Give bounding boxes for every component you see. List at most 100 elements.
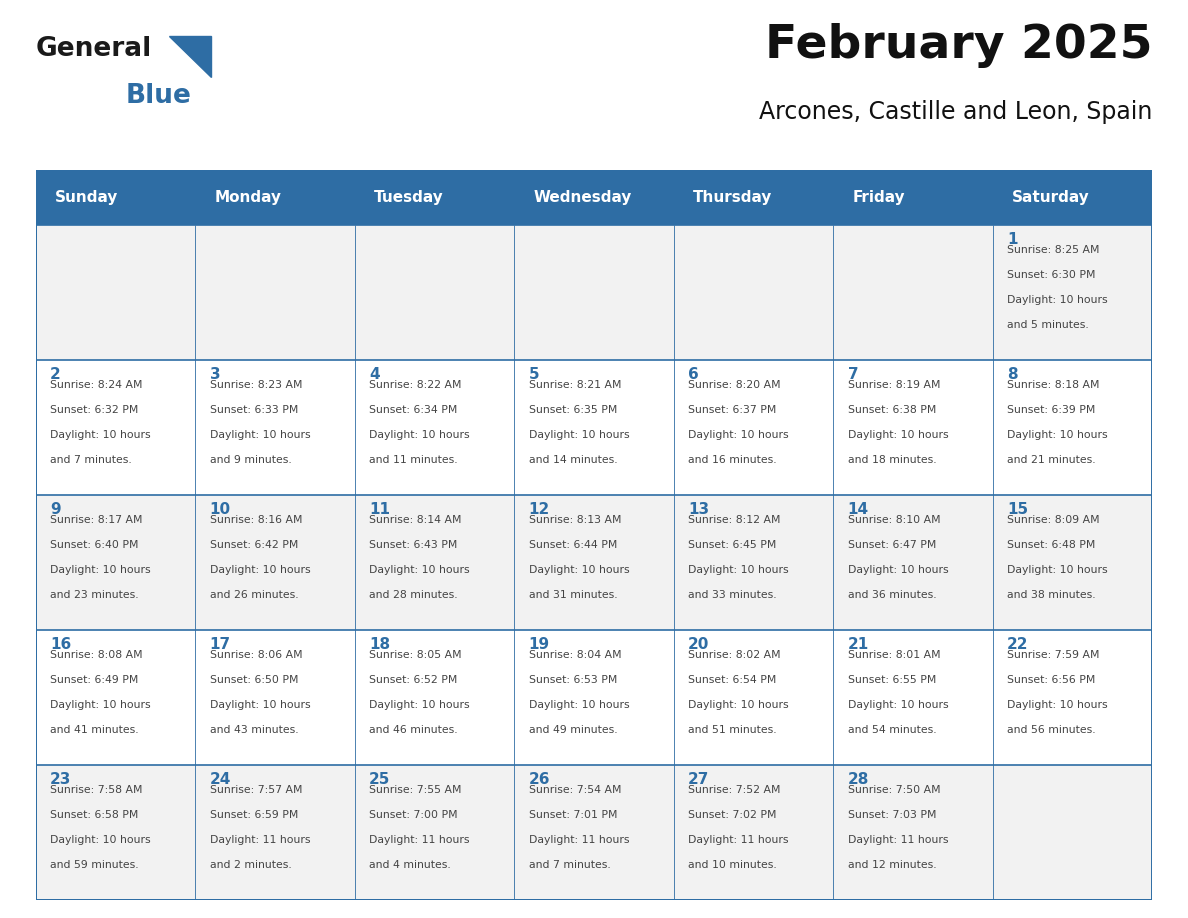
Text: and 56 minutes.: and 56 minutes.	[1007, 724, 1095, 734]
Bar	[674, 225, 833, 360]
Text: 3: 3	[209, 367, 220, 382]
Text: Sunset: 7:00 PM: Sunset: 7:00 PM	[369, 810, 457, 820]
Bar	[514, 495, 674, 630]
Text: Daylight: 11 hours: Daylight: 11 hours	[688, 834, 789, 845]
Text: Sunrise: 8:08 AM: Sunrise: 8:08 AM	[50, 650, 143, 660]
Text: Daylight: 10 hours: Daylight: 10 hours	[50, 430, 151, 440]
Bar	[674, 630, 833, 765]
Text: Daylight: 10 hours: Daylight: 10 hours	[1007, 295, 1108, 305]
Text: Sunrise: 7:54 AM: Sunrise: 7:54 AM	[529, 785, 621, 795]
Text: Sunrise: 8:02 AM: Sunrise: 8:02 AM	[688, 650, 781, 660]
Text: February 2025: February 2025	[765, 23, 1152, 68]
Text: Sunset: 6:30 PM: Sunset: 6:30 PM	[1007, 270, 1095, 280]
Bar	[674, 360, 833, 495]
Text: Daylight: 10 hours: Daylight: 10 hours	[688, 565, 789, 575]
Text: 2: 2	[50, 367, 61, 382]
Text: Daylight: 10 hours: Daylight: 10 hours	[529, 430, 630, 440]
Text: Sunrise: 7:52 AM: Sunrise: 7:52 AM	[688, 785, 781, 795]
Text: and 11 minutes.: and 11 minutes.	[369, 454, 457, 465]
Bar	[993, 495, 1152, 630]
Text: Daylight: 10 hours: Daylight: 10 hours	[688, 430, 789, 440]
Text: Sunrise: 8:24 AM: Sunrise: 8:24 AM	[50, 380, 143, 390]
Text: and 43 minutes.: and 43 minutes.	[209, 724, 298, 734]
Bar	[355, 765, 514, 900]
Text: 23: 23	[50, 772, 71, 787]
Text: Sunset: 6:50 PM: Sunset: 6:50 PM	[209, 675, 298, 685]
Text: Sunrise: 8:01 AM: Sunrise: 8:01 AM	[848, 650, 940, 660]
Text: Sunrise: 7:58 AM: Sunrise: 7:58 AM	[50, 785, 143, 795]
Text: and 18 minutes.: and 18 minutes.	[848, 454, 936, 465]
Text: and 41 minutes.: and 41 minutes.	[50, 724, 139, 734]
Text: and 26 minutes.: and 26 minutes.	[209, 589, 298, 599]
Text: Daylight: 10 hours: Daylight: 10 hours	[529, 700, 630, 710]
Bar	[514, 765, 674, 900]
Text: Sunset: 6:55 PM: Sunset: 6:55 PM	[848, 675, 936, 685]
Bar	[36, 630, 195, 765]
Bar	[36, 495, 195, 630]
Text: Sunrise: 8:05 AM: Sunrise: 8:05 AM	[369, 650, 462, 660]
Text: Sunrise: 8:20 AM: Sunrise: 8:20 AM	[688, 380, 781, 390]
Text: and 54 minutes.: and 54 minutes.	[848, 724, 936, 734]
Text: Sunrise: 8:25 AM: Sunrise: 8:25 AM	[1007, 245, 1100, 254]
Bar	[993, 630, 1152, 765]
Text: Daylight: 11 hours: Daylight: 11 hours	[209, 834, 310, 845]
Text: 20: 20	[688, 637, 709, 652]
Text: and 49 minutes.: and 49 minutes.	[529, 724, 618, 734]
Text: Sunset: 6:52 PM: Sunset: 6:52 PM	[369, 675, 457, 685]
Text: Daylight: 10 hours: Daylight: 10 hours	[209, 430, 310, 440]
Text: 11: 11	[369, 502, 390, 517]
Text: Sunset: 7:03 PM: Sunset: 7:03 PM	[848, 810, 936, 820]
Text: Daylight: 10 hours: Daylight: 10 hours	[848, 565, 948, 575]
Text: and 12 minutes.: and 12 minutes.	[848, 859, 936, 869]
Text: 9: 9	[50, 502, 61, 517]
Text: 27: 27	[688, 772, 709, 787]
Text: and 33 minutes.: and 33 minutes.	[688, 589, 777, 599]
Text: Daylight: 10 hours: Daylight: 10 hours	[369, 700, 469, 710]
Text: Blue: Blue	[126, 83, 191, 108]
Polygon shape	[169, 36, 211, 76]
Bar	[993, 225, 1152, 360]
Text: and 14 minutes.: and 14 minutes.	[529, 454, 618, 465]
Text: Sunset: 7:01 PM: Sunset: 7:01 PM	[529, 810, 617, 820]
Text: Sunrise: 8:06 AM: Sunrise: 8:06 AM	[209, 650, 302, 660]
Text: 21: 21	[848, 637, 868, 652]
Text: Thursday: Thursday	[693, 190, 772, 205]
Text: Sunset: 6:53 PM: Sunset: 6:53 PM	[529, 675, 617, 685]
Text: 28: 28	[848, 772, 870, 787]
Text: Saturday: Saturday	[1012, 190, 1089, 205]
Text: Daylight: 10 hours: Daylight: 10 hours	[50, 700, 151, 710]
Text: 18: 18	[369, 637, 390, 652]
Text: General: General	[36, 36, 152, 62]
Bar	[195, 360, 355, 495]
Text: 14: 14	[848, 502, 868, 517]
Text: Daylight: 10 hours: Daylight: 10 hours	[1007, 565, 1108, 575]
Bar	[833, 495, 993, 630]
Text: Sunset: 6:48 PM: Sunset: 6:48 PM	[1007, 540, 1095, 550]
Text: and 9 minutes.: and 9 minutes.	[209, 454, 291, 465]
Text: 12: 12	[529, 502, 550, 517]
Text: Sunset: 6:58 PM: Sunset: 6:58 PM	[50, 810, 138, 820]
Text: 7: 7	[848, 367, 858, 382]
Text: Daylight: 10 hours: Daylight: 10 hours	[209, 700, 310, 710]
Bar	[36, 225, 195, 360]
Text: and 28 minutes.: and 28 minutes.	[369, 589, 457, 599]
Bar	[195, 495, 355, 630]
Text: and 51 minutes.: and 51 minutes.	[688, 724, 777, 734]
Text: Sunset: 6:45 PM: Sunset: 6:45 PM	[688, 540, 777, 550]
Text: and 46 minutes.: and 46 minutes.	[369, 724, 457, 734]
Text: Sunset: 6:33 PM: Sunset: 6:33 PM	[209, 405, 298, 415]
Text: Sunrise: 8:23 AM: Sunrise: 8:23 AM	[209, 380, 302, 390]
Text: Sunrise: 7:57 AM: Sunrise: 7:57 AM	[209, 785, 302, 795]
Bar	[355, 495, 514, 630]
Bar	[355, 630, 514, 765]
Text: Sunset: 6:39 PM: Sunset: 6:39 PM	[1007, 405, 1095, 415]
Text: Sunrise: 8:16 AM: Sunrise: 8:16 AM	[209, 515, 302, 525]
Bar	[833, 225, 993, 360]
Bar	[36, 360, 195, 495]
Text: 24: 24	[209, 772, 230, 787]
Text: Sunset: 6:56 PM: Sunset: 6:56 PM	[1007, 675, 1095, 685]
Text: Sunrise: 8:21 AM: Sunrise: 8:21 AM	[529, 380, 621, 390]
Text: and 10 minutes.: and 10 minutes.	[688, 859, 777, 869]
Text: and 38 minutes.: and 38 minutes.	[1007, 589, 1095, 599]
Text: Daylight: 10 hours: Daylight: 10 hours	[1007, 700, 1108, 710]
